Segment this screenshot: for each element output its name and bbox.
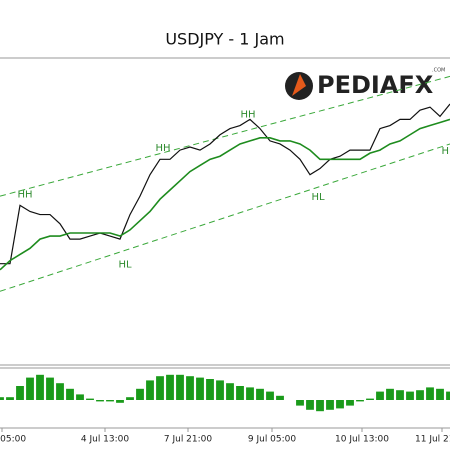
histogram-bar: [216, 380, 224, 400]
channel-line: [0, 75, 450, 197]
histogram-bar: [436, 388, 444, 400]
annotation: HH: [17, 189, 32, 200]
histogram-bar: [426, 387, 434, 400]
histogram-bar: [316, 400, 324, 412]
histogram-bar: [36, 374, 44, 400]
histogram-bar: [416, 390, 424, 400]
logo-text: PEDIAFX: [317, 71, 434, 99]
histogram-bar: [186, 376, 194, 400]
histogram-bar: [146, 380, 154, 400]
histogram-bar: [326, 400, 334, 410]
annotation: HL: [118, 259, 132, 270]
x-tick-label: 3 Jul 05:00: [0, 435, 26, 445]
histogram-bar: [266, 391, 274, 400]
histogram-bar: [296, 400, 304, 406]
histogram-bar: [196, 377, 204, 400]
histogram-bar: [306, 400, 314, 410]
logo-flame: [292, 74, 306, 96]
x-tick-label: 4 Jul 13:00: [81, 435, 130, 445]
histogram-bar: [386, 388, 394, 400]
histogram-bar: [116, 400, 124, 403]
histogram-bar: [106, 400, 114, 402]
histogram-bar: [406, 391, 414, 400]
histogram-bar: [226, 383, 234, 400]
histogram-bar: [376, 391, 384, 400]
histogram-bar: [366, 398, 374, 400]
histogram-bar: [276, 395, 284, 400]
logo: PEDIAFX .COM: [285, 68, 445, 100]
histogram-bar: [56, 383, 64, 400]
histogram-bar: [0, 397, 4, 400]
histogram-bar: [206, 379, 214, 400]
histogram-bar: [76, 394, 84, 400]
annotation: HL: [311, 192, 325, 203]
series-line: [0, 118, 450, 271]
histogram-bar: [136, 388, 144, 400]
histogram-bar: [396, 390, 404, 400]
histogram-bar: [346, 400, 354, 406]
histogram-bar: [156, 376, 164, 400]
x-tick-label: 11 Jul 21:00: [415, 435, 450, 445]
histogram-bar: [6, 397, 14, 400]
histogram-bar: [176, 374, 184, 400]
histogram-bar: [246, 387, 254, 400]
histogram-bar: [86, 398, 94, 400]
channel-line: [0, 143, 450, 292]
histogram-bar: [356, 400, 364, 402]
chart-title: USDJPY - 1 Jam: [165, 30, 284, 49]
x-tick-label: 9 Jul 05:00: [248, 435, 297, 445]
histogram-bar: [26, 377, 34, 400]
x-tick-label: 7 Jul 21:00: [164, 435, 213, 445]
histogram-bar: [166, 374, 174, 400]
annotation: HH: [155, 143, 170, 154]
histogram-bar: [446, 391, 450, 400]
histogram-bar: [46, 377, 54, 400]
logo-suffix: .COM: [432, 68, 445, 74]
annotation: HH: [240, 109, 255, 120]
histogram-bar: [96, 400, 104, 402]
histogram-bar: [16, 386, 24, 400]
x-tick-label: 10 Jul 13:00: [335, 435, 389, 445]
histogram-bar: [236, 386, 244, 400]
annotation: HL: [441, 146, 450, 157]
histogram-bar: [336, 400, 344, 409]
histogram-bar: [256, 388, 264, 400]
histogram-bar: [66, 388, 74, 400]
series-line: [0, 103, 450, 265]
histogram-bar: [126, 397, 134, 400]
